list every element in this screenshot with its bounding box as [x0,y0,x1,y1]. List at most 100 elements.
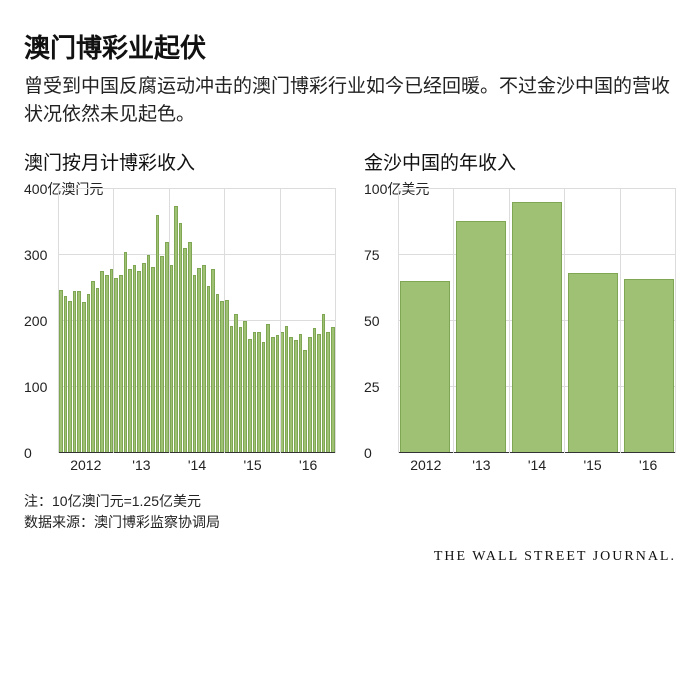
bar [68,301,72,452]
bar [96,288,100,452]
bar [230,326,234,452]
bar [82,302,86,452]
bar [128,269,132,452]
x-label: '13 [114,457,170,479]
footer-notes: 注：10亿澳门元=1.25亿美元 数据来源：澳门博彩监察协调局 [24,491,676,533]
bar [624,279,674,453]
bar [73,291,77,452]
left-chart-title: 澳门按月计博彩收入 [24,148,336,175]
right-plot [398,189,676,453]
x-label: '14 [169,457,225,479]
bar [266,324,270,452]
bar [400,281,450,452]
x-label: '16 [620,457,676,479]
bar [216,294,220,452]
bar [271,337,275,452]
bar [299,334,303,452]
x-label: '15 [225,457,281,479]
bar [220,301,224,452]
bar [211,269,215,452]
bar [179,223,183,452]
y-tick: 25 [364,379,394,395]
bar [193,275,197,453]
bar [170,265,174,452]
x-label: '13 [454,457,510,479]
subtitle: 曾受到中国反腐运动冲击的澳门博彩行业如今已经回暖。不过金沙中国的营收状况依然未见… [24,73,676,128]
bar [156,215,160,452]
bar [326,332,330,452]
bar [124,252,128,453]
x-label: 2012 [58,457,114,479]
bar [331,327,335,452]
bar [174,206,178,453]
bar [568,273,618,452]
bar [253,332,257,452]
bar [165,242,169,452]
bar [183,248,187,452]
x-label: '15 [565,457,621,479]
x-label: '14 [509,457,565,479]
bar [114,278,118,452]
bar [308,337,312,452]
bar [285,326,289,452]
footnote-2: 数据来源：澳门博彩监察协调局 [24,512,676,533]
left-bars [58,189,336,452]
right-bars [398,189,676,452]
bar [160,256,164,452]
left-xlabels: 2012'13'14'15'16 [58,457,336,479]
bar [119,275,123,453]
bar [105,275,109,453]
bar [151,267,155,452]
bar [289,337,293,452]
left-chart: 澳门按月计博彩收入 400亿澳门元0100200300 2012'13'14'1… [24,148,336,479]
y-tick: 50 [364,313,394,329]
right-chart-title: 金沙中国的年收入 [364,148,676,175]
y-tick: 200 [24,313,54,329]
bar [313,328,317,452]
bar [280,332,284,452]
bar [262,342,266,452]
left-plot [58,189,336,453]
bar [147,255,151,452]
bar [197,268,201,452]
right-chart: 金沙中国的年收入 100亿美元0255075 2012'13'14'15'16 [364,148,676,479]
charts-row: 澳门按月计博彩收入 400亿澳门元0100200300 2012'13'14'1… [24,148,676,479]
bar [234,314,238,452]
bar [239,327,243,452]
right-chart-area: 100亿美元0255075 2012'13'14'15'16 [364,189,676,479]
bar [91,281,95,452]
bar [294,340,298,452]
bar [64,296,68,452]
y-tick: 100 [24,379,54,395]
x-label: '16 [280,457,336,479]
y-tick: 0 [24,445,54,461]
bar [248,339,252,452]
bar [87,294,91,452]
bar [188,242,192,452]
y-tick: 300 [24,247,54,263]
bar [322,314,326,452]
y-tick: 75 [364,247,394,263]
bar [207,286,211,452]
credit-line: THE WALL STREET JOURNAL. [24,549,676,565]
bar [59,290,63,452]
bar [512,202,562,452]
bar [303,350,307,452]
bar [100,271,104,452]
left-chart-area: 400亿澳门元0100200300 2012'13'14'15'16 [24,189,336,479]
bar [456,221,506,452]
right-xlabels: 2012'13'14'15'16 [398,457,676,479]
bar [142,263,146,452]
bar [133,265,137,452]
bar [276,335,280,452]
bar [257,332,261,452]
bar [225,300,229,453]
main-title: 澳门博彩业起伏 [24,28,676,65]
bar [317,334,321,452]
footnote-1: 注：10亿澳门元=1.25亿美元 [24,491,676,512]
bar [137,271,141,452]
x-label: 2012 [398,457,454,479]
y-tick: 0 [364,445,394,461]
infographic-card: 澳门博彩业起伏 曾受到中国反腐运动冲击的澳门博彩行业如今已经回暖。不过金沙中国的… [0,0,700,581]
bar [243,321,247,453]
